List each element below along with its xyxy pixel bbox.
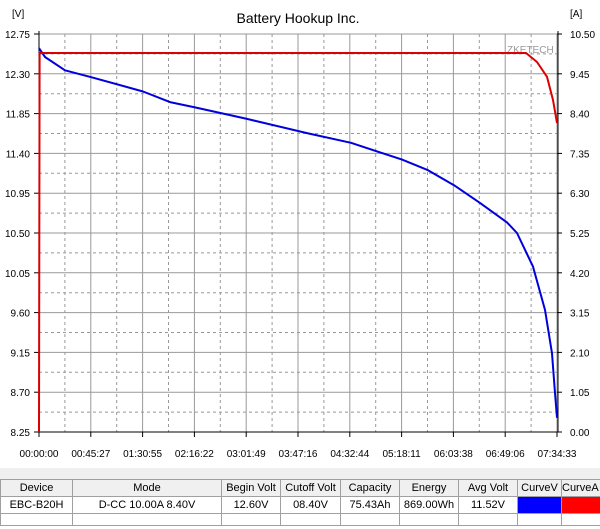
right-y-tick-label: 6.30 (570, 189, 590, 200)
empty-row (0, 513, 600, 526)
left-y-tick-label: 8.25 (11, 428, 31, 439)
left-y-tick-label: 11.40 (6, 149, 31, 160)
cell-avg-volt: 11.52V (458, 496, 518, 514)
header-cutoff-volt[interactable]: Cutoff Volt (280, 479, 341, 497)
x-tick-label: 05:18:11 (383, 449, 422, 460)
empty-cell (0, 513, 73, 526)
x-tick-label: 03:47:16 (279, 449, 318, 460)
header-capacity[interactable]: Capacity (340, 479, 400, 497)
left-y-tick-label: 11.85 (6, 110, 31, 121)
right-y-tick-label: 5.25 (570, 229, 590, 240)
cell-cutoff-volt: 08.40V (280, 496, 341, 514)
left-y-tick-label: 9.60 (11, 309, 31, 320)
x-tick-label: 06:03:38 (434, 449, 473, 460)
empty-cell (280, 513, 341, 526)
x-tick-label: 00:00:00 (20, 449, 59, 460)
header-begin-volt[interactable]: Begin Volt (221, 479, 281, 497)
x-tick-label: 04:32:44 (330, 449, 369, 460)
voltage-curve (38, 47, 558, 418)
left-y-tick-label: 12.75 (5, 30, 30, 41)
right-y-tick-label: 8.40 (570, 110, 590, 121)
chart-title: Battery Hookup Inc. (237, 10, 360, 26)
x-tick-label: 07:34:33 (538, 449, 577, 460)
summary-table: Device Mode Begin Volt Cutoff Volt Capac… (0, 479, 600, 526)
left-y-tick-label: 10.05 (5, 269, 30, 280)
right-y-tick-label: 0.00 (570, 428, 590, 439)
empty-cell (340, 513, 400, 526)
separator (0, 468, 600, 479)
header-device[interactable]: Device (0, 479, 73, 497)
left-y-tick-label: 10.95 (5, 189, 30, 200)
empty-cell (72, 513, 222, 526)
left-y-tick-label: 12.30 (5, 70, 30, 81)
header-avg-volt[interactable]: Avg Volt (458, 479, 518, 497)
header-mode[interactable]: Mode (72, 479, 222, 497)
left-axis-unit: [V] (12, 9, 24, 20)
right-y-tick-label: 10.50 (570, 30, 595, 41)
axes: 00:00:00 00:45:27 01:30:55 02:16:22 03:01:49… (5, 30, 595, 460)
empty-cell (561, 513, 600, 526)
curve-a-color-swatch[interactable] (561, 496, 600, 514)
right-y-tick-label: 4.20 (570, 269, 590, 280)
table-header-row: Device Mode Begin Volt Cutoff Volt Capac… (0, 479, 600, 497)
table-row[interactable]: EBC-B20H D-CC 10.00A 8.40V 12.60V 08.40V… (0, 496, 600, 514)
left-y-tick-label: 9.15 (11, 348, 31, 359)
empty-cell (221, 513, 281, 526)
cell-mode: D-CC 10.00A 8.40V (72, 496, 222, 514)
grid (38, 33, 558, 433)
empty-cell (458, 513, 518, 526)
cell-energy: 869.00Wh (399, 496, 459, 514)
x-tick-label: 02:16:22 (175, 449, 214, 460)
left-y-tick-label: 10.50 (5, 229, 30, 240)
header-energy[interactable]: Energy (399, 479, 459, 497)
right-y-tick-label: 7.35 (570, 149, 590, 160)
header-curve-v[interactable]: CurveV (517, 479, 562, 497)
empty-cell (517, 513, 562, 526)
cell-begin-volt: 12.60V (221, 496, 281, 514)
x-tick-label: 01:30:55 (123, 449, 162, 460)
x-tick-label: 03:01:49 (227, 449, 266, 460)
right-y-tick-label: 9.45 (570, 70, 590, 81)
empty-cell (399, 513, 459, 526)
discharge-chart: Battery Hookup Inc. [V] [A] 00:00:00 00:4… (5, 9, 595, 460)
series (38, 47, 558, 433)
x-tick-label: 06:49:06 (486, 449, 525, 460)
x-tick-label: 00:45:27 (71, 449, 110, 460)
right-axis-unit: [A] (570, 9, 582, 20)
left-y-tick-label: 8.70 (11, 388, 31, 399)
right-y-tick-label: 1.05 (570, 388, 590, 399)
right-y-tick-label: 3.15 (570, 309, 590, 320)
current-curve (38, 52, 558, 433)
right-y-tick-label: 2.10 (570, 348, 590, 359)
cell-device: EBC-B20H (0, 496, 73, 514)
curve-v-color-swatch[interactable] (517, 496, 562, 514)
header-curve-a[interactable]: CurveA (561, 479, 600, 497)
watermark: ZKETECH (507, 45, 554, 56)
cell-capacity: 75.43Ah (340, 496, 400, 514)
